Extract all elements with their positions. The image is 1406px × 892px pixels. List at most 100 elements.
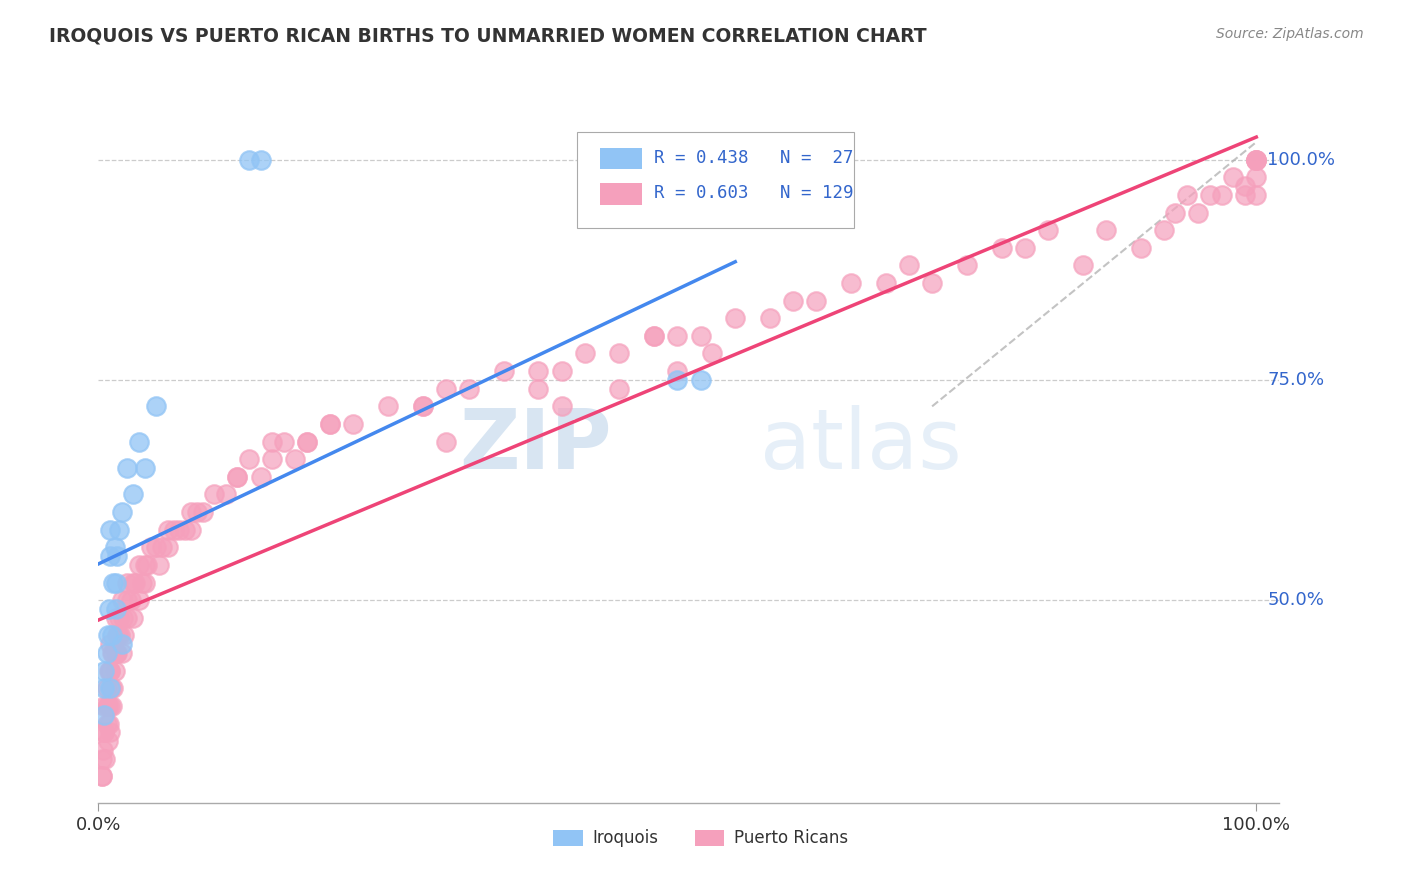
Point <box>226 470 249 484</box>
Point <box>104 602 127 616</box>
Point <box>139 541 162 555</box>
Point <box>117 461 139 475</box>
Point <box>98 637 121 651</box>
Point <box>412 400 434 414</box>
Point <box>105 628 128 642</box>
Point <box>284 452 307 467</box>
Point <box>96 681 118 696</box>
Point <box>1211 188 1233 202</box>
Point <box>98 549 121 563</box>
Point <box>319 417 342 431</box>
Point <box>1222 170 1244 185</box>
Point <box>136 558 159 572</box>
Point <box>98 523 121 537</box>
Point <box>643 329 665 343</box>
Point <box>238 153 260 167</box>
Point <box>100 681 122 696</box>
Point <box>104 646 127 660</box>
Point <box>97 664 120 678</box>
Point <box>527 382 550 396</box>
Point <box>101 628 124 642</box>
Point <box>666 373 689 387</box>
FancyBboxPatch shape <box>553 830 582 846</box>
Point <box>103 575 125 590</box>
FancyBboxPatch shape <box>695 830 724 846</box>
Point <box>174 523 197 537</box>
Point <box>111 611 134 625</box>
Point <box>1014 241 1036 255</box>
Point <box>1187 205 1209 219</box>
Point <box>342 417 364 431</box>
Point <box>1246 170 1268 185</box>
Point <box>875 276 897 290</box>
Point <box>96 716 118 731</box>
Point <box>93 664 115 678</box>
Point <box>122 575 145 590</box>
Text: Iroquois: Iroquois <box>592 829 658 847</box>
Point <box>103 681 125 696</box>
Point <box>782 293 804 308</box>
Point <box>990 241 1012 255</box>
Text: IROQUOIS VS PUERTO RICAN BIRTHS TO UNMARRIED WOMEN CORRELATION CHART: IROQUOIS VS PUERTO RICAN BIRTHS TO UNMAR… <box>49 27 927 45</box>
Point <box>700 346 723 360</box>
Point <box>262 452 284 467</box>
Point <box>98 725 121 739</box>
Point <box>101 646 124 660</box>
Point <box>120 593 142 607</box>
Point <box>94 752 117 766</box>
Point <box>117 575 139 590</box>
Point <box>215 487 238 501</box>
Point <box>666 329 689 343</box>
Point <box>104 664 127 678</box>
Point <box>806 293 828 308</box>
Point <box>434 434 457 449</box>
Point <box>273 434 295 449</box>
Point <box>104 646 127 660</box>
Text: 75.0%: 75.0% <box>1267 371 1324 389</box>
Point <box>90 769 112 783</box>
Point <box>93 725 115 739</box>
Text: atlas: atlas <box>759 406 962 486</box>
Point <box>191 505 214 519</box>
Point <box>226 470 249 484</box>
Point <box>97 716 120 731</box>
Text: R = 0.603   N = 129: R = 0.603 N = 129 <box>654 185 853 202</box>
Point <box>724 311 747 326</box>
Point <box>186 505 208 519</box>
Point <box>110 628 132 642</box>
Point <box>759 311 782 326</box>
Point <box>249 153 271 167</box>
Point <box>117 593 139 607</box>
Point <box>1246 188 1268 202</box>
Point <box>150 541 173 555</box>
Point <box>134 461 156 475</box>
Point <box>134 575 156 590</box>
Point <box>956 259 979 273</box>
Point <box>98 664 121 678</box>
Point <box>122 487 145 501</box>
Point <box>180 523 202 537</box>
Point <box>97 698 120 713</box>
Point <box>148 558 170 572</box>
Point <box>128 434 150 449</box>
Text: ZIP: ZIP <box>460 406 612 486</box>
Point <box>105 646 128 660</box>
Point <box>1246 153 1268 167</box>
Point <box>1246 153 1268 167</box>
Point <box>93 681 115 696</box>
Point <box>163 523 186 537</box>
Point <box>104 611 127 625</box>
Point <box>156 541 179 555</box>
Point <box>108 523 131 537</box>
Point <box>1071 259 1094 273</box>
Point <box>110 505 132 519</box>
Point <box>93 698 115 713</box>
Point <box>98 681 121 696</box>
FancyBboxPatch shape <box>600 184 641 205</box>
Point <box>122 611 145 625</box>
Point <box>434 382 457 396</box>
Point <box>689 329 711 343</box>
Point <box>110 637 132 651</box>
Point <box>1175 188 1198 202</box>
Point <box>93 707 115 722</box>
